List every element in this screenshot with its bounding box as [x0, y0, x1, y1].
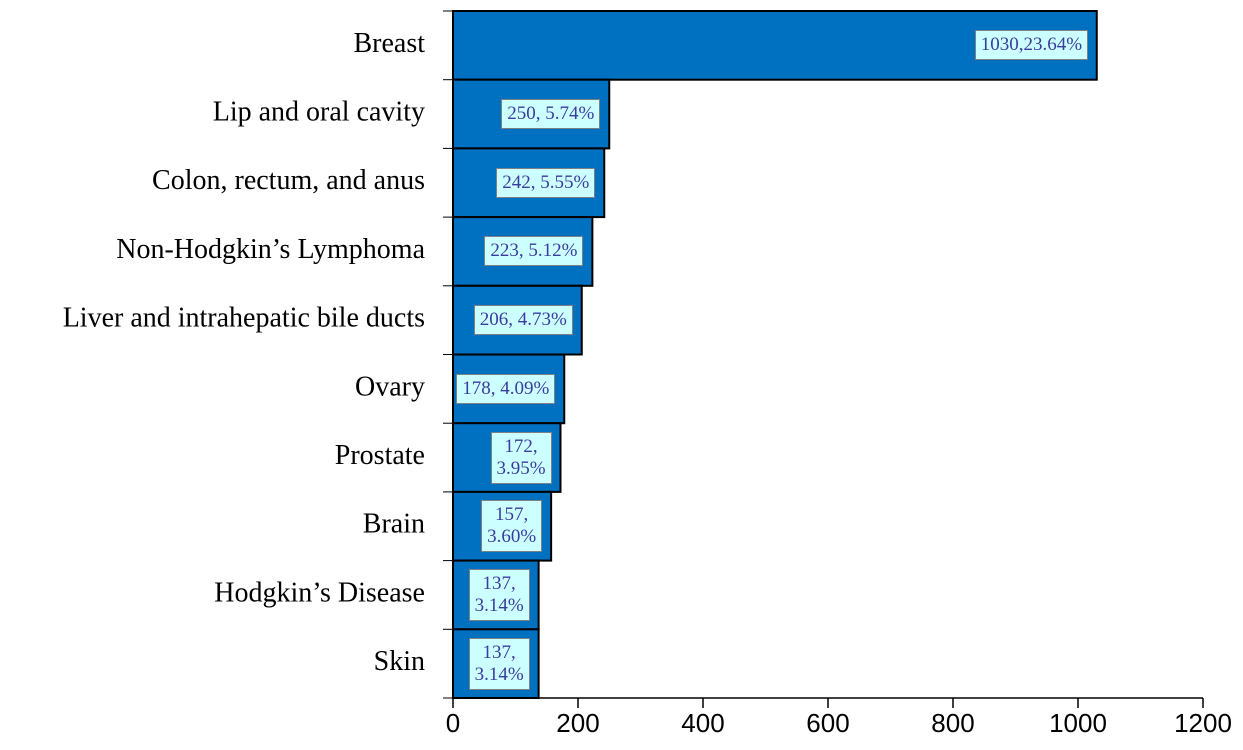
x-tick-label: 0 — [446, 708, 460, 738]
data-label: 242, 5.55% — [496, 167, 596, 198]
x-tick-label: 800 — [931, 708, 974, 738]
x-tick-label: 1000 — [1049, 708, 1107, 738]
x-tick-label: 1200 — [1174, 708, 1232, 738]
data-label: 157, 3.60% — [481, 500, 543, 553]
category-label: Brain — [363, 509, 425, 540]
data-label: 1030,23.64% — [974, 30, 1089, 61]
category-label: Prostate — [335, 440, 425, 471]
category-label: Hodgkin’s Disease — [214, 577, 425, 608]
data-label: 206, 4.73% — [473, 305, 573, 336]
data-label: 137, 3.14% — [468, 637, 530, 690]
data-label: 172, 3.95% — [490, 431, 552, 484]
category-label: Lip and oral cavity — [213, 96, 425, 127]
category-label: Colon, rectum, and anus — [152, 165, 425, 196]
category-label: Non-Hodgkin’s Lymphoma — [116, 234, 425, 265]
category-label: Ovary — [355, 371, 425, 402]
category-label: Liver and intrahepatic bile ducts — [63, 303, 425, 334]
data-label: 223, 5.12% — [484, 236, 584, 267]
x-tick-label: 400 — [681, 708, 724, 738]
category-label: Breast — [353, 28, 425, 59]
x-tick-label: 200 — [556, 708, 599, 738]
data-label: 137, 3.14% — [468, 568, 530, 621]
category-label: Skin — [374, 646, 425, 677]
data-label: 178, 4.09% — [456, 373, 556, 404]
x-tick-label: 600 — [806, 708, 849, 738]
data-label: 250, 5.74% — [501, 99, 601, 130]
